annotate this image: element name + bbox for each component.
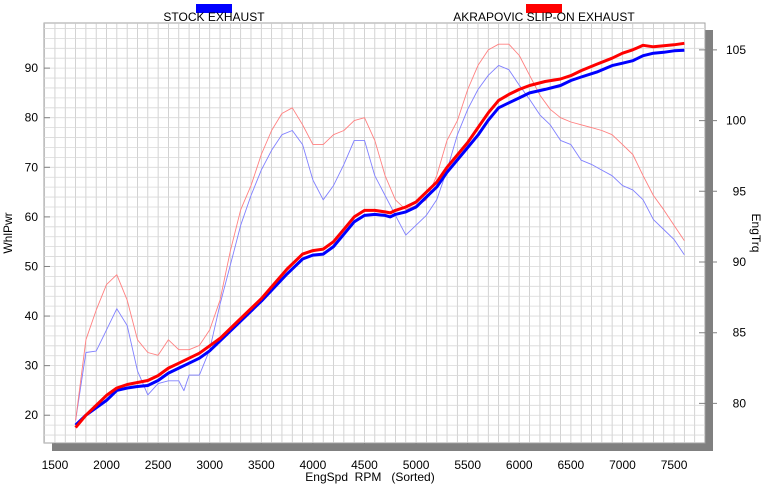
x-tick-label: 7500 — [661, 458, 688, 472]
x-tick-label: 6500 — [558, 458, 585, 472]
series-line-akrapovic-slip-on-exhaust-engtrq — [75, 43, 685, 421]
x-tick-label: 5500 — [454, 458, 481, 472]
y-left-tick-label: 50 — [25, 259, 39, 273]
y-right-tick-label: 105 — [726, 43, 746, 57]
x-tick-label: 2000 — [93, 458, 120, 472]
y-right-tick-label: 85 — [733, 326, 747, 340]
legend-label-stock: STOCK EXHAUST — [163, 10, 265, 24]
x-tick-label: 1500 — [42, 458, 69, 472]
y-right-tick-label: 95 — [733, 184, 747, 198]
x-tick-label: 7000 — [609, 458, 636, 472]
y-left-tick-label: 90 — [25, 61, 39, 75]
y-left-tick-label: 30 — [25, 359, 39, 373]
x-tick-label: 5000 — [403, 458, 430, 472]
y-left-tick-label: 20 — [25, 408, 39, 422]
y-right-tick-label: 80 — [733, 396, 747, 410]
x-tick-label: 4000 — [300, 458, 327, 472]
axis-ticks: 1500 2000 2500 3000 3500 4000 4500 5000 5500 6000… — [25, 43, 747, 472]
x-tick-label: 4500 — [351, 458, 378, 472]
legend-label-akrapovic: AKRAPOVIC SLIP-ON EXHAUST — [453, 10, 635, 24]
y-left-tick-label: 60 — [25, 210, 39, 224]
legend-swatch-stock — [196, 4, 232, 13]
x-tick-label: 2500 — [145, 458, 172, 472]
legend-swatch-akrapovic — [526, 4, 562, 13]
x-axis-label: EngSpd RPM (Sorted) — [305, 470, 434, 484]
x-tick-label: 6000 — [506, 458, 533, 472]
series-lines — [74, 41, 685, 429]
y-left-tick-label: 70 — [25, 160, 39, 174]
series-line-stock-exhaust-engtrq — [75, 64, 685, 421]
y-left-tick-label: 40 — [25, 309, 39, 323]
y-right-axis-label: EngTrq — [749, 214, 763, 253]
x-tick-label: 3000 — [196, 458, 223, 472]
grid — [44, 23, 705, 443]
y-left-axis-label: WhlPwr — [1, 212, 15, 253]
x-tick-label: 3500 — [248, 458, 275, 472]
series-line-akrapovic-slip-on-exhaust-whlpwr — [74, 41, 685, 429]
series-line-stock-exhaust-whlpwr — [74, 48, 685, 427]
y-left-tick-label: 80 — [25, 111, 39, 125]
y-right-tick-label: 90 — [733, 255, 747, 269]
y-right-tick-label: 100 — [726, 114, 746, 128]
